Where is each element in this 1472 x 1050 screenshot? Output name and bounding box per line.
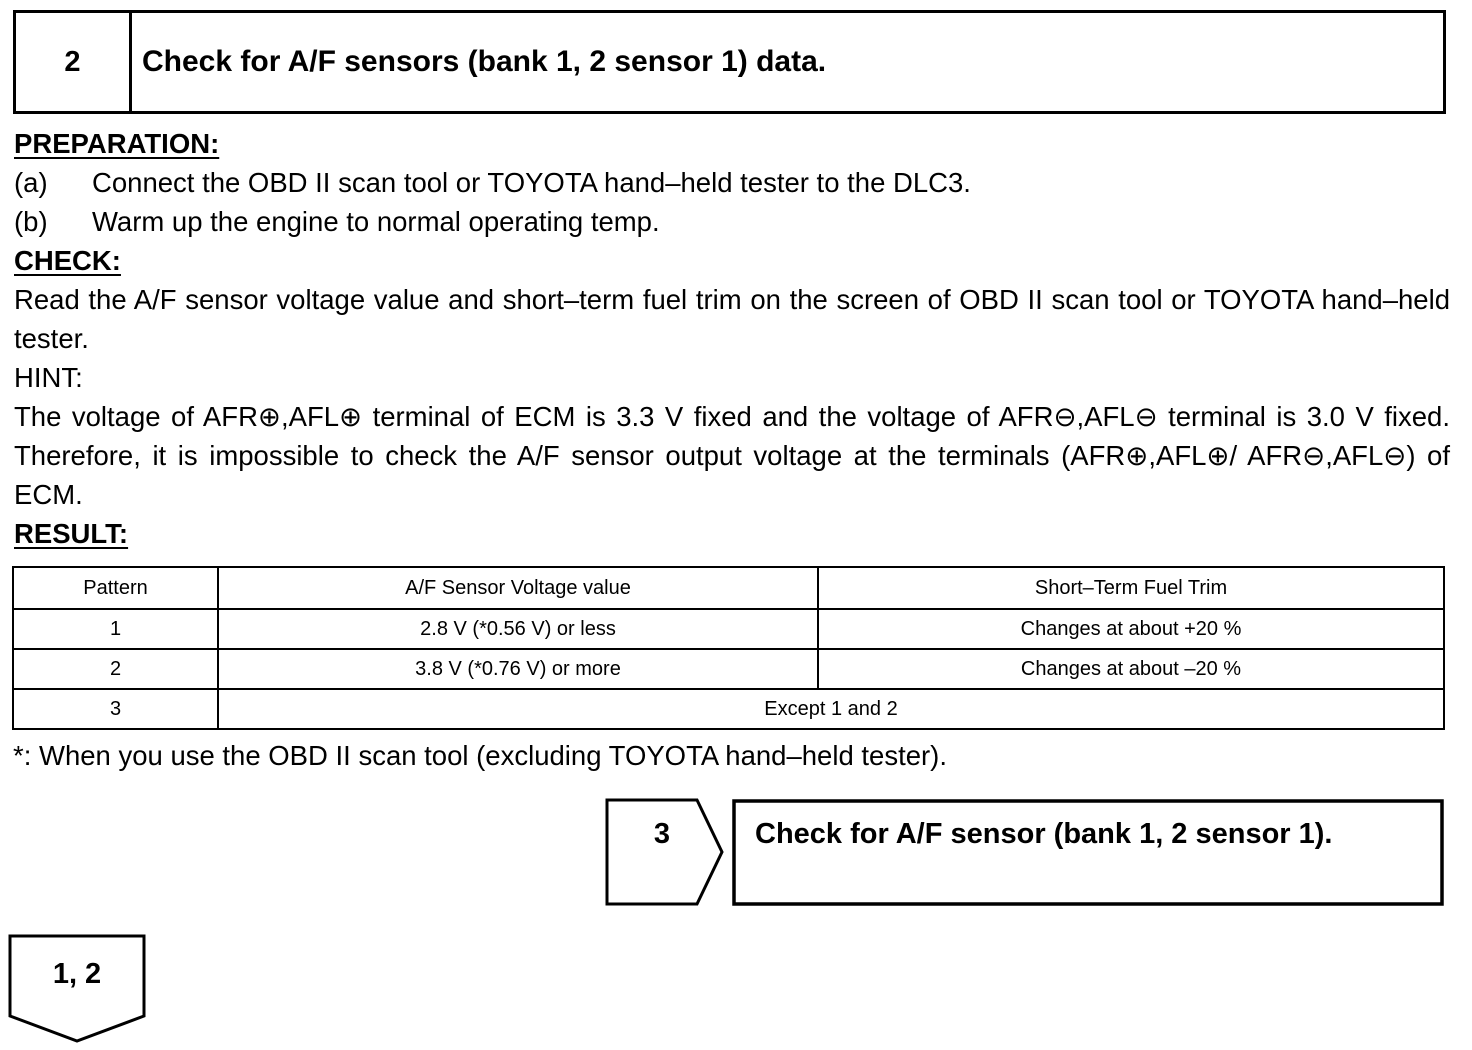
header-cell: A/F Sensor Voltage value bbox=[217, 566, 819, 610]
next-step-box[interactable] bbox=[600, 794, 1450, 910]
check-text: Read the A/F sensor voltage value and sh… bbox=[14, 284, 1450, 354]
table-header-row: Pattern A/F Sensor Voltage value Short–T… bbox=[12, 566, 1445, 610]
hint-text: The voltage of AFR⊕,AFL⊕ terminal of ECM… bbox=[14, 401, 1450, 510]
item-text: Warm up the engine to normal operating t… bbox=[92, 206, 660, 237]
result-heading: RESULT: bbox=[14, 518, 129, 549]
table-cell: 3 bbox=[12, 688, 219, 730]
item-label: (b) bbox=[14, 206, 48, 237]
item-label: (a) bbox=[14, 167, 48, 198]
preparation-heading: PREPARATION: bbox=[14, 128, 220, 159]
preparation-item: (b) Warm up the engine to normal operati… bbox=[14, 202, 1450, 241]
preparation-section: PREPARATION: (a) Connect the OBD II scan… bbox=[14, 124, 1450, 553]
next-step-arrow-shape bbox=[605, 798, 724, 906]
check-heading: CHECK: bbox=[14, 245, 121, 276]
hint-label: HINT: bbox=[14, 362, 83, 393]
branch-label: 1, 2 bbox=[52, 958, 102, 990]
header-cell: Short–Term Fuel Trim bbox=[817, 566, 1445, 610]
table-cell: 2 bbox=[12, 648, 219, 690]
step-number: 2 bbox=[16, 13, 132, 111]
table-cell: 1 bbox=[12, 608, 219, 650]
table-cell: Changes at about –20 % bbox=[817, 648, 1445, 690]
next-step-title: Check for A/F sensor (bank 1, 2 sensor 1… bbox=[755, 818, 1333, 850]
preparation-item: (a) Connect the OBD II scan tool or TOYO… bbox=[14, 163, 1450, 202]
step-title: Check for A/F sensors (bank 1, 2 sensor … bbox=[142, 45, 827, 78]
table-row: 1 2.8 V (*0.56 V) or less Changes at abo… bbox=[12, 608, 1445, 650]
table-row: 2 3.8 V (*0.76 V) or more Changes at abo… bbox=[12, 648, 1445, 690]
step-header: 2 Check for A/F sensors (bank 1, 2 senso… bbox=[13, 10, 1446, 114]
table-cell: 2.8 V (*0.56 V) or less bbox=[217, 608, 819, 650]
table-cell: Changes at about +20 % bbox=[817, 608, 1445, 650]
down-arrow-shape bbox=[8, 934, 146, 1043]
item-text: Connect the OBD II scan tool or TOYOTA h… bbox=[92, 167, 971, 198]
table-row: 3 Except 1 and 2 bbox=[12, 688, 1445, 730]
table-cell: Except 1 and 2 bbox=[217, 688, 1445, 730]
header-cell: Pattern bbox=[12, 566, 219, 610]
footnote: *: When you use the OBD II scan tool (ex… bbox=[13, 740, 947, 771]
branch-box[interactable] bbox=[6, 930, 151, 1046]
table-cell: 3.8 V (*0.76 V) or more bbox=[217, 648, 819, 690]
result-table: Pattern A/F Sensor Voltage value Short–T… bbox=[12, 566, 1445, 730]
next-step-number: 3 bbox=[653, 818, 671, 850]
next-step-title-box bbox=[732, 799, 1444, 906]
